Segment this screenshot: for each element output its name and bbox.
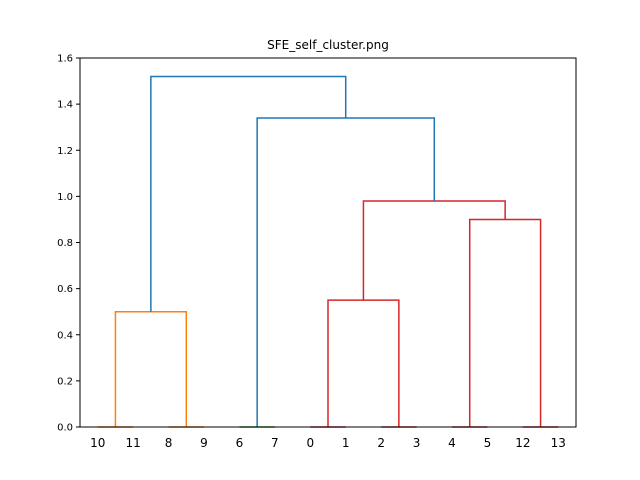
- y-tick-label: 1.6: [57, 54, 73, 65]
- leaf-label: 4: [448, 436, 456, 450]
- dendrogram-link: [256, 117, 436, 427]
- chart-title: SFE_self_cluster.png: [267, 38, 389, 52]
- y-tick-label: 0.0: [57, 423, 73, 434]
- dendrogram-link: [150, 75, 347, 312]
- leaf-label: 13: [551, 436, 566, 450]
- y-tick-label: 1.0: [57, 192, 73, 203]
- leaf-label: 10: [90, 436, 105, 450]
- leaf-label: 8: [165, 436, 173, 450]
- leaf-label: 11: [126, 436, 141, 450]
- y-axis: 0.0 0.2 0.4 0.6 0.8 1.0 1.2 1.4 1.6: [57, 54, 80, 434]
- leaf-label: 1: [342, 436, 350, 450]
- x-axis: 10 11 8 9 6 7 0 1 2 3 4 5 12 13: [90, 436, 566, 450]
- leaf-label: 5: [484, 436, 492, 450]
- y-tick-label: 1.4: [57, 100, 73, 111]
- leaf-label: 3: [413, 436, 421, 450]
- dendrogram-link: [114, 310, 188, 427]
- leaf-label: 12: [515, 436, 530, 450]
- leaf-label: 0: [306, 436, 314, 450]
- leaf-label: 6: [236, 436, 244, 450]
- dendrogram-link: [362, 200, 506, 301]
- y-tick-label: 0.2: [57, 376, 73, 387]
- y-tick-label: 0.6: [57, 284, 73, 295]
- leaf-label: 2: [377, 436, 385, 450]
- dendrogram-link: [468, 218, 542, 427]
- leaf-label: 7: [271, 436, 279, 450]
- leaf-label: 9: [200, 436, 208, 450]
- y-tick-label: 0.8: [57, 238, 73, 249]
- y-tick-label: 0.4: [57, 330, 73, 341]
- y-tick-label: 1.2: [57, 146, 73, 157]
